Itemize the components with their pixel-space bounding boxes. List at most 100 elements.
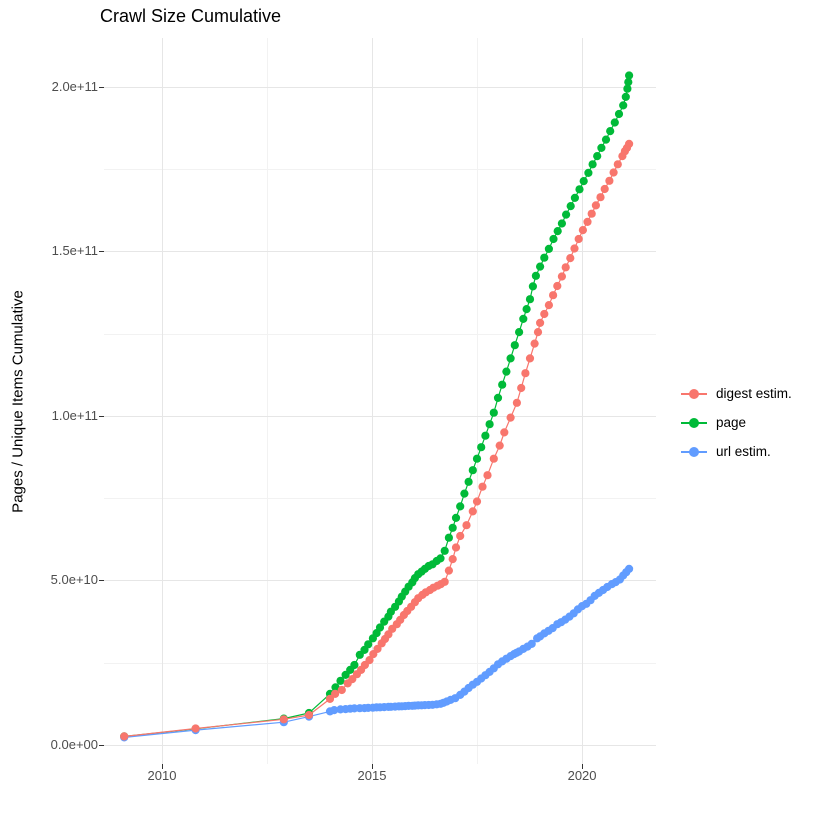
data-point-page <box>464 477 473 486</box>
data-point-page <box>477 443 486 452</box>
data-point-digest <box>533 328 543 337</box>
data-point-url <box>527 639 536 649</box>
data-point-digest <box>468 507 477 516</box>
data-point-digest <box>500 428 509 437</box>
x-axis-tick <box>372 764 374 769</box>
data-point-digest <box>578 226 587 235</box>
data-point-digest <box>553 281 562 291</box>
y-axis-tick <box>99 87 104 88</box>
data-point-digest <box>489 454 498 463</box>
data-point-page <box>531 271 540 280</box>
data-point-page <box>606 127 615 136</box>
data-point-digest <box>561 263 570 272</box>
gridline-y-minor <box>104 662 656 664</box>
data-point-page <box>621 92 630 101</box>
data-point-digest <box>544 301 553 310</box>
data-point-page <box>544 244 553 253</box>
data-point-digest <box>557 272 566 281</box>
gridline-y-major <box>104 87 656 88</box>
data-point-digest <box>540 309 549 319</box>
x-axis-tick <box>161 764 163 769</box>
data-point-page <box>624 78 633 87</box>
data-point-page <box>597 143 606 152</box>
data-point-digest <box>530 339 539 348</box>
data-point-page <box>623 84 632 93</box>
data-point-digest <box>625 139 634 148</box>
data-point-page <box>536 262 545 271</box>
data-point-page <box>451 513 461 522</box>
data-point-page <box>614 109 624 119</box>
data-point-digest <box>517 383 526 393</box>
data-point-page <box>540 253 549 262</box>
data-point-page <box>375 623 385 632</box>
data-point-page <box>472 454 482 463</box>
gridline-x-minor <box>477 38 479 764</box>
gridline-x-major <box>372 38 374 764</box>
data-point-page <box>510 341 519 350</box>
gridline-x-minor <box>266 38 268 764</box>
data-point-digest <box>609 168 618 177</box>
y-axis-tick-label: 0.0e+00 <box>50 736 98 752</box>
data-point-digest <box>591 201 600 210</box>
data-point-digest <box>536 318 545 327</box>
data-point-page <box>460 489 469 498</box>
data-point-digest <box>472 497 482 506</box>
y-axis-tick-label: 1.0e+11 <box>51 407 98 423</box>
data-point-page <box>336 676 345 685</box>
legend-key-page <box>681 417 707 428</box>
plot-panel <box>104 38 656 764</box>
data-point-page <box>331 683 340 692</box>
data-point-digest <box>512 398 521 407</box>
data-point-url <box>330 706 339 715</box>
data-point-page <box>350 660 359 670</box>
gridline-y-minor <box>104 169 656 171</box>
data-point-digest <box>440 577 449 586</box>
data-point-page <box>557 219 566 228</box>
data-point-page <box>493 393 503 402</box>
data-point-digest <box>613 160 622 169</box>
data-point-digest <box>506 413 515 422</box>
data-point-page <box>625 71 634 80</box>
data-point-page <box>588 160 597 169</box>
data-point-page <box>481 431 490 440</box>
series-page <box>120 71 634 741</box>
data-point-page <box>562 210 571 219</box>
gridline-y-major <box>104 744 656 746</box>
gridline-y-minor <box>104 498 656 500</box>
gridline-y-minor <box>104 333 656 335</box>
data-point-digest <box>483 471 492 480</box>
data-point-page <box>502 367 511 376</box>
legend-key-dot <box>689 417 699 428</box>
series-layer <box>120 71 634 742</box>
legend: digest estim. page url estim. <box>681 379 792 466</box>
y-axis-tick <box>99 251 104 253</box>
data-point-page <box>489 408 498 417</box>
data-point-digest <box>365 656 374 665</box>
data-point-digest <box>331 689 340 699</box>
data-point-page <box>528 282 537 291</box>
data-point-page <box>440 546 449 555</box>
data-point-page <box>485 420 494 429</box>
data-point-digest <box>337 685 346 695</box>
data-point-url <box>625 564 634 574</box>
data-point-page <box>610 118 619 127</box>
data-point-page <box>515 328 524 337</box>
data-point-digest <box>478 482 487 491</box>
data-point-digest <box>600 184 609 194</box>
data-point-page <box>364 640 373 649</box>
data-point-digest <box>451 543 461 552</box>
data-point-digest <box>444 566 453 575</box>
legend-key-dot <box>689 388 699 399</box>
data-point-page <box>444 533 453 542</box>
data-point-page <box>456 502 465 511</box>
gridline-x-major <box>582 38 584 764</box>
data-point-digest <box>325 694 335 704</box>
data-point-page <box>553 227 562 236</box>
data-point-digest <box>462 521 471 530</box>
x-axis-tick-label: 2020 <box>567 768 597 783</box>
legend-label: page <box>716 415 747 430</box>
y-axis-tick <box>99 744 104 746</box>
data-point-digest <box>279 715 288 724</box>
series-digest <box>120 139 634 741</box>
